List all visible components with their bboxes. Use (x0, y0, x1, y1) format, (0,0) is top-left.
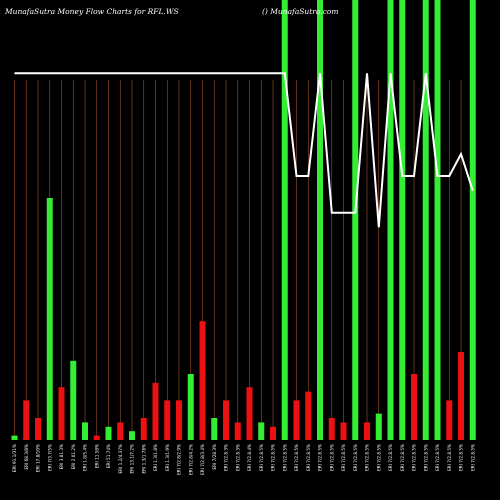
bar (176, 400, 182, 440)
x-tick-label: ERI 7/2.8.5% (423, 444, 428, 471)
bar (434, 0, 441, 440)
bar (364, 422, 370, 440)
x-tick-label: ERI 7/2.8.5% (271, 444, 276, 471)
chart-title: MunafaSutra Money Flow Charts for RFL.WS (4, 7, 179, 16)
bar (399, 0, 406, 440)
bar (270, 426, 276, 440)
bar (211, 418, 218, 440)
x-tick-label: ERI 7/2.8.5% (318, 444, 323, 471)
bar (387, 0, 394, 440)
price-line-path (14, 72, 474, 228)
bar (199, 321, 206, 440)
bar (140, 418, 147, 440)
bar (281, 0, 288, 440)
bar (258, 422, 265, 440)
bar (223, 400, 229, 440)
x-tick-label: ERI 7/2.8.5% (341, 444, 346, 471)
bar (164, 400, 171, 440)
x-tick-label: ERI 7/2.8.5% (365, 444, 370, 471)
bar (117, 422, 124, 440)
bar (82, 422, 88, 440)
bar (70, 360, 77, 440)
x-tick-label: ERI 7/2.8.5% (459, 444, 464, 471)
x-tick-label: ERI 1.8/5.4% (83, 444, 88, 471)
bar (152, 382, 159, 440)
x-tick-label: ERI 7/2.8.3% (224, 444, 229, 471)
x-tick-label: ERI 1.3/1.78% (141, 444, 146, 474)
bar (234, 422, 241, 440)
x-tick-label: ERI 3.81.3% (59, 444, 64, 469)
bar (375, 413, 382, 440)
x-tick-label: ERI 68.3/8% (24, 444, 29, 470)
x-tick-label: ERI 7/2.8/2.9% (177, 444, 182, 475)
x-tick-label: ERI 7/2.8.5% (282, 444, 287, 471)
x-tick-label: ERI 7/2.8.5% (435, 444, 440, 471)
x-tick-label: ERI 51.74% (106, 444, 111, 468)
x-tick-label: ERI 2.01.2% (71, 444, 76, 469)
bar (35, 418, 41, 440)
bar (422, 0, 429, 440)
x-tick-label: ERI 7/2.8.5% (294, 444, 299, 471)
x-tick-label: ERI 7/2.8.3% (235, 444, 240, 471)
bar (352, 0, 359, 440)
x-tick-label: ERI 13.1/7.2% (130, 444, 135, 474)
bar (446, 400, 453, 440)
x-tick-labels: ERI 91.1/31% ERI 68.3/8% ERI 17.8/10% ERI 7… (12, 444, 475, 475)
chart-subtitle: () MunafaSutra.com (262, 7, 339, 16)
bar-series (11, 0, 476, 440)
bar (93, 435, 100, 440)
x-tick-label: ERI 7/2.8/3.4% (200, 444, 205, 475)
x-tick-label: ERI 7/3.7/5% (47, 444, 52, 471)
bar (305, 391, 312, 440)
x-tick-label: ERI 7/2.8.5% (259, 444, 264, 471)
x-tick-label: ERI 1.3/1.8% (153, 444, 158, 471)
x-tick-label: ERI 7/28.3% (212, 444, 217, 470)
x-tick-label: ERI 1.2/4.37% (118, 444, 123, 474)
x-tick-label: ERI 7/2.8.4% (247, 444, 252, 471)
bar (46, 198, 53, 440)
bar (340, 422, 347, 440)
bar (469, 0, 476, 440)
x-tick-label: ERI 7/2.8.5% (306, 444, 311, 471)
x-tick-label: ERI 7/2.8.5% (470, 444, 475, 471)
bar (293, 400, 300, 440)
bar (11, 435, 18, 440)
x-tick-label: ERI 17.8/10% (36, 444, 41, 472)
x-tick-label: ERI 7/2.8.5% (400, 444, 405, 471)
bar (187, 374, 194, 440)
x-tick-label: ERI 1.3/1.9% (165, 444, 170, 471)
x-tick-label: ERI 7/2.8.5% (353, 444, 358, 471)
bar (105, 426, 112, 440)
bar (411, 374, 417, 440)
x-tick-label: ERI 7/2.8.5% (447, 444, 452, 471)
x-tick-label: ERI 91.1/31% (12, 444, 17, 472)
bar (458, 352, 464, 440)
bar (246, 387, 253, 440)
bar (23, 400, 30, 440)
bar (129, 431, 135, 440)
x-tick-label: ERI 11.58% (94, 444, 99, 468)
x-tick-label: ERI 7/2.8.5% (329, 444, 334, 471)
x-tick-label: ERI 7/2.8/4.2% (188, 444, 193, 475)
x-tick-label: ERI 7/2.8.5% (388, 444, 393, 471)
bar (58, 387, 65, 440)
x-tick-label: ERI 7/2.8.5% (412, 444, 417, 471)
bar (317, 0, 323, 440)
bar (328, 418, 335, 440)
price-line (14, 72, 474, 228)
x-tick-label: ERI 7/2.8.5% (376, 444, 381, 471)
